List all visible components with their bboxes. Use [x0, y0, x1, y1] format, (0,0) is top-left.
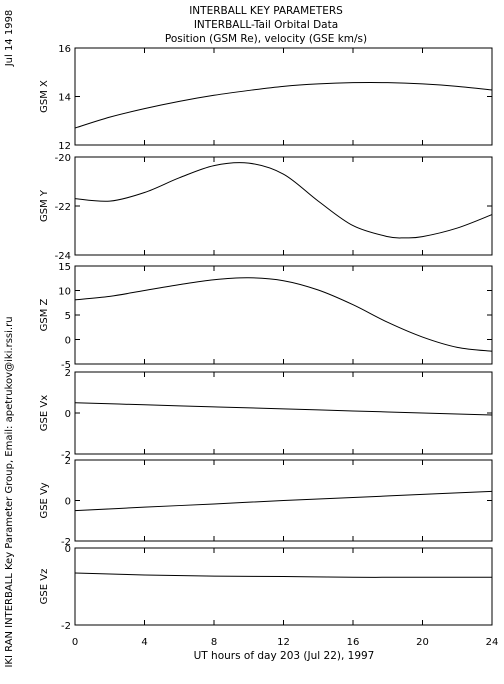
series-line [74, 402, 493, 416]
y-tick-label: -20 [55, 153, 71, 164]
y-axis-label: GSE Vy [39, 482, 50, 518]
x-tick-label: 4 [141, 637, 147, 648]
panel-gse-vx: -2 0 2 GSE Vx [39, 368, 493, 461]
y-tick-label: -2 [61, 450, 71, 461]
x-tick-label: 8 [211, 637, 217, 648]
y-tick-label: 5 [65, 311, 71, 322]
series-line [74, 277, 493, 352]
panel-gse-vy: -2 0 2 GSE Vy [39, 456, 493, 548]
plot-frame [74, 547, 493, 626]
y-axis-label: GSE Vz [39, 569, 50, 605]
y-tick-label: 16 [58, 44, 71, 55]
series-line [74, 162, 493, 239]
chart-subtitle-2: Position (GSM Re), velocity (GSE km/s) [165, 33, 367, 45]
y-axis-label: GSM X [39, 80, 50, 113]
x-tick-label: 24 [486, 637, 499, 648]
y-tick-label: 2 [65, 456, 71, 467]
y-tick-label: 12 [58, 141, 71, 152]
y-tick-label: 0 [65, 544, 71, 555]
plot-date: Jul 14 1998 [4, 10, 15, 68]
y-tick-label: 10 [58, 287, 71, 298]
series-line [74, 490, 493, 512]
series-line [74, 82, 493, 129]
x-tick-label: 16 [347, 637, 360, 648]
y-tick-label: -22 [55, 202, 71, 213]
y-tick-label: -2 [61, 537, 71, 548]
panel-gsm-y: -24 -22 -20 GSM Y [39, 153, 493, 262]
series-line [74, 572, 492, 578]
panel-gse-vz: -2 0 GSE Vz [39, 544, 493, 632]
chart-title: INTERBALL KEY PARAMETERS [189, 5, 343, 17]
y-tick-label: -2 [61, 621, 71, 632]
chart-subtitle: INTERBALL-Tail Orbital Data [194, 19, 338, 31]
y-tick-label: 2 [65, 368, 71, 379]
x-tick-label: 12 [277, 637, 290, 648]
y-tick-label: 14 [58, 93, 71, 104]
y-tick-label: 0 [65, 336, 71, 347]
y-axis-label: GSM Y [39, 189, 50, 222]
panel-gsm-z: -5 0 5 10 15 GSM Z [39, 262, 493, 371]
credit-line: IKI RAN INTERBALL Key Parameter Group, E… [4, 316, 15, 667]
y-tick-label: 0 [65, 497, 71, 508]
y-axis-label: GSE Vx [39, 395, 50, 431]
x-axis-label: UT hours of day 203 (Jul 22), 1997 [194, 650, 375, 662]
plot-frame [74, 47, 493, 146]
plot-frame [74, 156, 493, 256]
y-axis-label: GSM Z [39, 298, 50, 331]
y-tick-label: 0 [65, 409, 71, 420]
x-tick-label: 20 [416, 637, 429, 648]
y-tick-label: 15 [58, 262, 71, 273]
y-tick-label: -24 [55, 251, 71, 262]
x-tick-label: 0 [72, 637, 78, 648]
y-tick-label: -5 [61, 360, 71, 371]
panel-gsm-x: 12 14 16 GSM X [39, 44, 493, 152]
